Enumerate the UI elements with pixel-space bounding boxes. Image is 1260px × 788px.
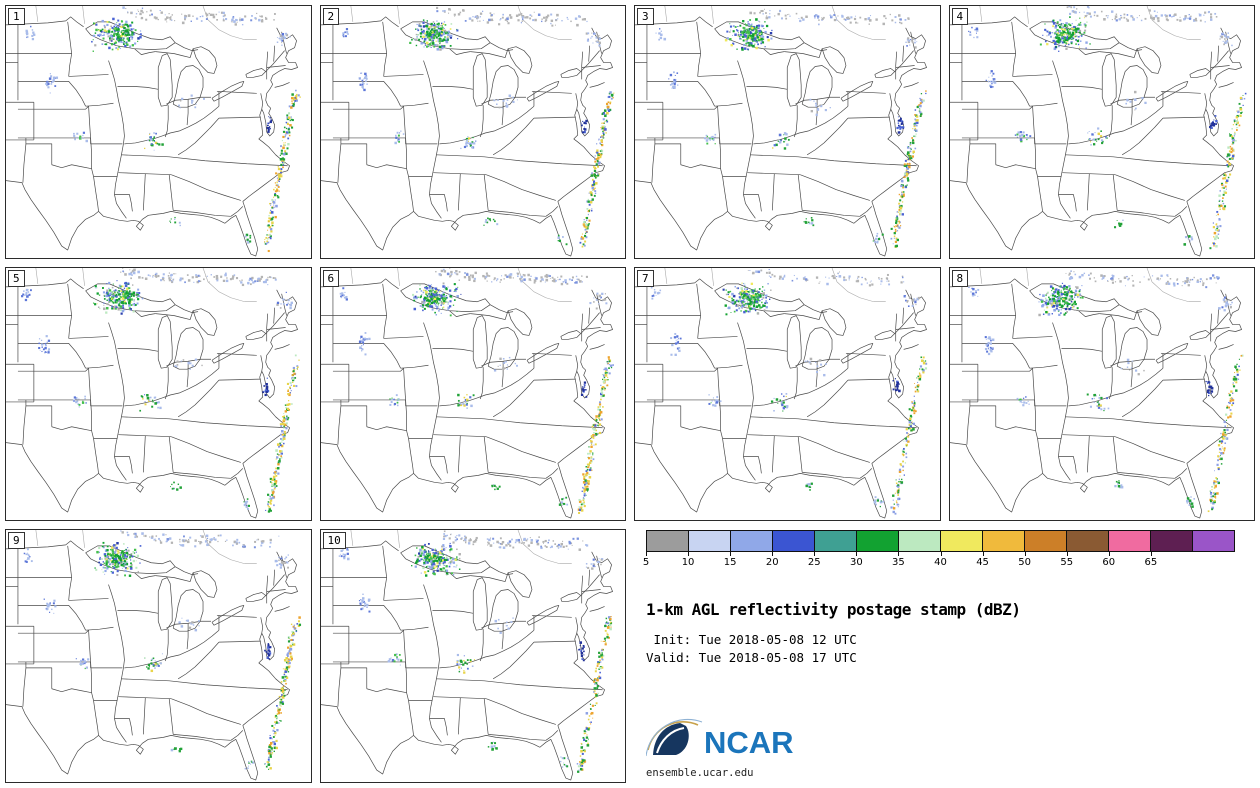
colorbar-segment (689, 531, 731, 551)
ncar-logo-block: NCAR ensemble.ucar.edu (645, 718, 1247, 779)
ensemble-member-panel: 4 (948, 5, 1255, 259)
init-time: Init: Tue 2018-05-08 12 UTC (646, 632, 857, 647)
colorbar-tick-labels: 5 10 15 20 25 30 35 40 45 50 55 60 65 (642, 552, 1235, 570)
colorbar-tick (856, 552, 858, 556)
colorbar-tick-value: 55 (1060, 557, 1074, 568)
ensemble-member-panel: 8 (948, 267, 1255, 521)
colorbar-tick (646, 552, 647, 556)
colorbar-tick (898, 552, 900, 556)
colorbar-tick-value: 50 (1018, 557, 1032, 568)
colorbar-segment (899, 531, 941, 551)
colorbar-tick (982, 552, 984, 556)
reflectivity-echoes (967, 270, 1243, 513)
colorbar-tick (1024, 552, 1026, 556)
reflectivity-echoes (650, 268, 928, 515)
ensemble-member-panel: 10 (319, 529, 626, 783)
colorbar-tick (688, 552, 690, 556)
member-map (635, 268, 928, 519)
colorbar-segment (941, 531, 983, 551)
valid-time: Valid: Tue 2018-05-08 17 UTC (646, 650, 857, 666)
reflectivity-echoes (341, 6, 614, 248)
colorbar-tick (1108, 552, 1110, 556)
colorbar-segment (731, 531, 773, 551)
member-map (320, 530, 613, 781)
figure-title: 1-km AGL reflectivity postage stamp (dBZ… (646, 600, 1021, 619)
colorbar-tick-value: 10 (681, 557, 695, 568)
reflectivity-colorbar (646, 530, 1235, 552)
member-map (320, 268, 614, 519)
reflectivity-echoes (21, 268, 300, 513)
ensemble-member-panel: 3 (634, 5, 941, 259)
ncar-wordmark: NCAR (704, 725, 794, 760)
colorbar-segment (857, 531, 899, 551)
colorbar-tick-value: 60 (1102, 557, 1116, 568)
member-map (6, 6, 301, 257)
reflectivity-echoes (967, 6, 1246, 250)
member-number-label: 5 (8, 270, 25, 287)
member-map (949, 268, 1243, 519)
colorbar-tick-value: 35 (892, 557, 905, 568)
colorbar-tick (1066, 552, 1068, 556)
colorbar-tick (730, 552, 732, 556)
member-number-label: 7 (637, 270, 654, 287)
colorbar-tick (772, 552, 774, 556)
member-map (320, 6, 614, 257)
member-number-label: 8 (951, 270, 969, 287)
colorbar-segment (1067, 531, 1109, 551)
member-map (949, 6, 1246, 257)
colorbar-segment (1151, 531, 1193, 551)
member-number-label: 2 (322, 8, 340, 25)
reflectivity-echoes (23, 530, 302, 770)
colorbar-tick-value: 45 (976, 557, 989, 568)
colorbar-tick-value: 65 (1144, 557, 1158, 568)
member-map (6, 268, 300, 519)
colorbar-tick-value: 5 (642, 557, 650, 568)
colorbar-tick (1150, 552, 1152, 556)
ncar-logo-icon: NCAR (645, 718, 794, 760)
colorbar-segment (647, 531, 689, 551)
member-number-label: 10 (322, 532, 346, 549)
reflectivity-echoes (25, 6, 301, 253)
member-number-label: 4 (951, 8, 969, 25)
ensemble-url: ensemble.ucar.edu (646, 767, 754, 779)
colorbar-segment (773, 531, 815, 551)
member-number-label: 3 (637, 8, 654, 25)
colorbar-segment (1193, 531, 1234, 551)
ensemble-member-panel: 1 (5, 5, 312, 259)
colorbar-tick (940, 552, 942, 556)
colorbar-tick-value: 25 (807, 557, 821, 568)
member-map (6, 530, 302, 781)
colorbar-tick-value: 40 (934, 557, 947, 568)
colorbar-segment (1025, 531, 1067, 551)
colorbar-segment (1109, 531, 1151, 551)
run-time-info: Init: Tue 2018-05-08 12 UTC Valid: Tue 2… (646, 631, 1247, 667)
colorbar-segment (815, 531, 857, 551)
member-number-label: 9 (8, 532, 25, 549)
member-map (635, 6, 927, 257)
reflectivity-echoes (655, 8, 927, 248)
member-number-label: 1 (8, 8, 25, 25)
reflectivity-echoes (338, 530, 612, 773)
reflectivity-echoes (339, 268, 614, 514)
colorbar-segment (983, 531, 1025, 551)
ensemble-member-panel: 6 (319, 267, 626, 521)
colorbar-tick (814, 552, 816, 556)
colorbar-tick-value: 20 (765, 557, 779, 568)
ensemble-member-panel: 2 (319, 5, 626, 259)
colorbar-tick-value: 15 (723, 557, 737, 568)
colorbar-tick-value: 30 (849, 557, 863, 568)
ensemble-member-panel: 9 (5, 529, 312, 783)
member-number-label: 6 (322, 270, 340, 287)
ensemble-member-panel: 5 (5, 267, 312, 521)
ensemble-member-panel: 7 (634, 267, 941, 521)
legend-block: 5 10 15 20 25 30 35 40 45 50 55 60 65 1-km AGL refle… (634, 529, 1255, 783)
